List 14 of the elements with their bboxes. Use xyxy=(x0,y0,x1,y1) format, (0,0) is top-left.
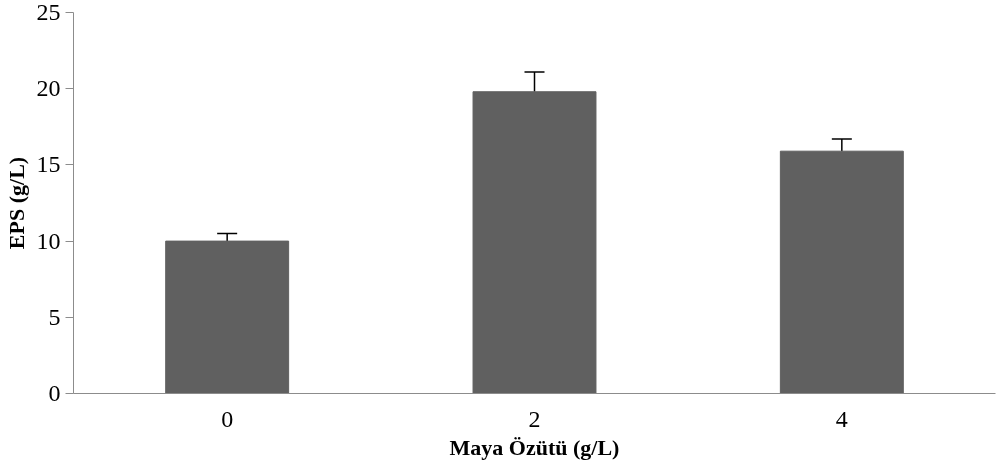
y-tick-label: 0 xyxy=(48,380,61,406)
bar xyxy=(165,240,290,394)
x-tick-label: 4 xyxy=(835,405,848,432)
x-axis-title: Maya Özütü (g/L) xyxy=(449,434,620,460)
bar xyxy=(779,150,904,394)
y-tick-label: 10 xyxy=(36,227,61,254)
y-tick-label: 20 xyxy=(36,75,61,102)
y-axis-title: EPS (g/L) xyxy=(3,156,29,250)
x-tick-label: 2 xyxy=(528,405,541,432)
y-tick-label: 15 xyxy=(36,151,61,178)
y-tick-label: 25 xyxy=(36,0,61,25)
x-tick-label: 0 xyxy=(221,405,234,432)
bar xyxy=(472,91,597,394)
y-tick-label: 5 xyxy=(48,303,61,330)
